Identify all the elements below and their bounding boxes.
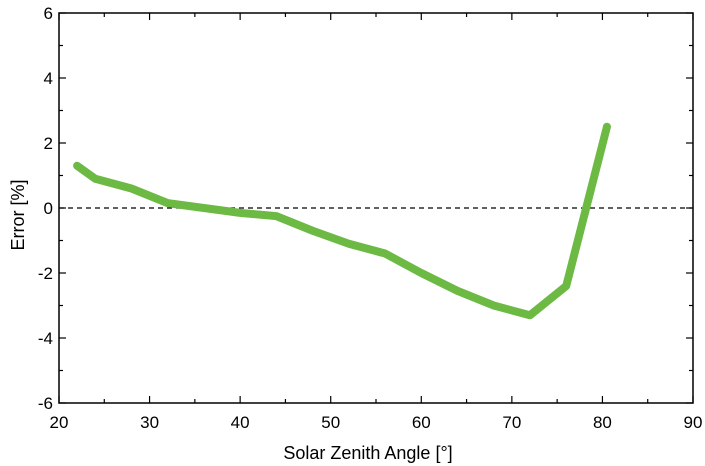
x-axis-title: Solar Zenith Angle [°] bbox=[283, 443, 452, 463]
y-tick-label: 6 bbox=[44, 4, 53, 23]
x-tick-label: 50 bbox=[321, 413, 340, 432]
x-tick-label: 20 bbox=[50, 413, 69, 432]
y-tick-label: 0 bbox=[44, 199, 53, 218]
x-tick-label: 30 bbox=[140, 413, 159, 432]
data-point bbox=[417, 269, 425, 277]
data-point bbox=[454, 287, 462, 295]
data-point bbox=[127, 185, 135, 192]
data-point bbox=[490, 302, 498, 309]
data-point bbox=[73, 162, 81, 170]
data-point bbox=[164, 199, 172, 207]
y-tick-label: 4 bbox=[44, 69, 53, 88]
y-tick-label: 2 bbox=[44, 134, 53, 153]
x-tick-labels: 20 30 40 50 60 70 80 90 bbox=[50, 413, 703, 432]
data-point bbox=[562, 282, 570, 290]
y-tick-label: -4 bbox=[38, 329, 53, 348]
data-point bbox=[236, 209, 244, 217]
data-point bbox=[345, 240, 353, 248]
data-point bbox=[603, 123, 611, 131]
y-tick-label: -2 bbox=[38, 264, 53, 283]
y-tick-label: -6 bbox=[38, 394, 53, 413]
data-point bbox=[91, 175, 99, 183]
data-point bbox=[309, 227, 317, 235]
y-axis-title: Error [%] bbox=[8, 179, 28, 250]
x-tick-label: 90 bbox=[684, 413, 703, 432]
x-tick-label: 60 bbox=[412, 413, 431, 432]
data-point bbox=[381, 250, 389, 257]
data-point bbox=[526, 311, 534, 319]
data-point bbox=[272, 212, 280, 220]
series-points bbox=[73, 123, 611, 319]
x-tick-label: 40 bbox=[231, 413, 250, 432]
series-line bbox=[73, 122, 611, 320]
x-tick-label: 70 bbox=[502, 413, 521, 432]
y-tick-labels: -6 -4 -2 0 2 4 6 bbox=[38, 4, 53, 413]
x-tick-label: 80 bbox=[593, 413, 612, 432]
data-point bbox=[200, 204, 208, 212]
